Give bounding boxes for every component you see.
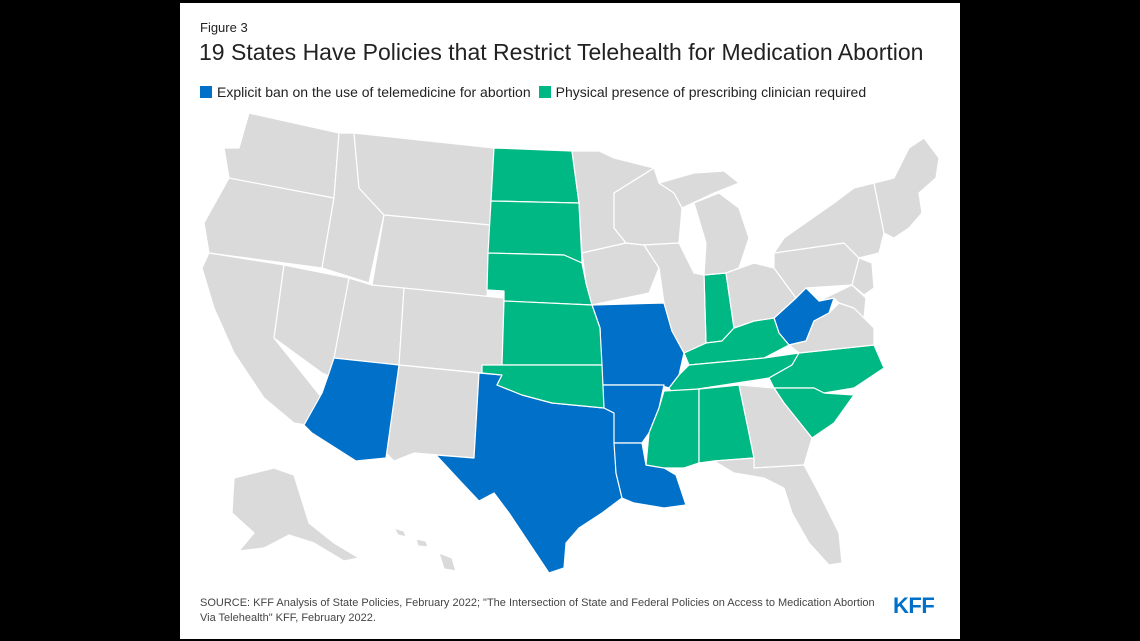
state-nd [490,147,580,204]
state-ak [231,467,360,562]
kff-logo: KFF [893,593,935,618]
state-group [201,112,940,573]
legend-label-presence: Physical presence of prescribing clinici… [555,84,867,100]
legend-swatch-presence [538,86,551,98]
legend: Explicit ban on the use of telemedicine … [200,84,874,100]
state-ny [773,182,885,259]
state-fl [713,457,843,566]
state-la [613,442,687,509]
state-ks [501,300,603,366]
legend-label-ban: Explicit ban on the use of telemedicine … [217,84,531,100]
state-mi-upper [658,170,740,209]
figure-label: Figure 3 [200,20,248,35]
state-nj [851,257,875,296]
legend-item-presence: Physical presence of prescribing clinici… [538,84,867,100]
legend-item-ban: Explicit ban on the use of telemedicine … [200,84,531,100]
figure-title: 19 States Have Policies that Restrict Te… [199,39,924,65]
state-ne [486,252,593,306]
us-map [194,103,954,573]
state-nm [385,364,480,462]
state-wy [371,214,491,299]
state-ia [581,242,660,306]
state-nc [768,344,885,394]
legend-swatch-ban [200,86,212,98]
state-or [203,177,335,269]
state-co [398,287,505,376]
state-oh [725,262,797,329]
source-note: SOURCE: KFF Analysis of State Policies, … [200,597,875,624]
state-il [643,242,707,354]
us-map-svg [201,112,940,573]
state-az [303,357,400,462]
state-new-england [873,137,940,239]
state-mi [693,192,750,276]
state-ok [481,364,605,409]
state-hi [393,527,457,572]
figure-card: Figure 3 19 States Have Policies that Re… [180,3,960,639]
